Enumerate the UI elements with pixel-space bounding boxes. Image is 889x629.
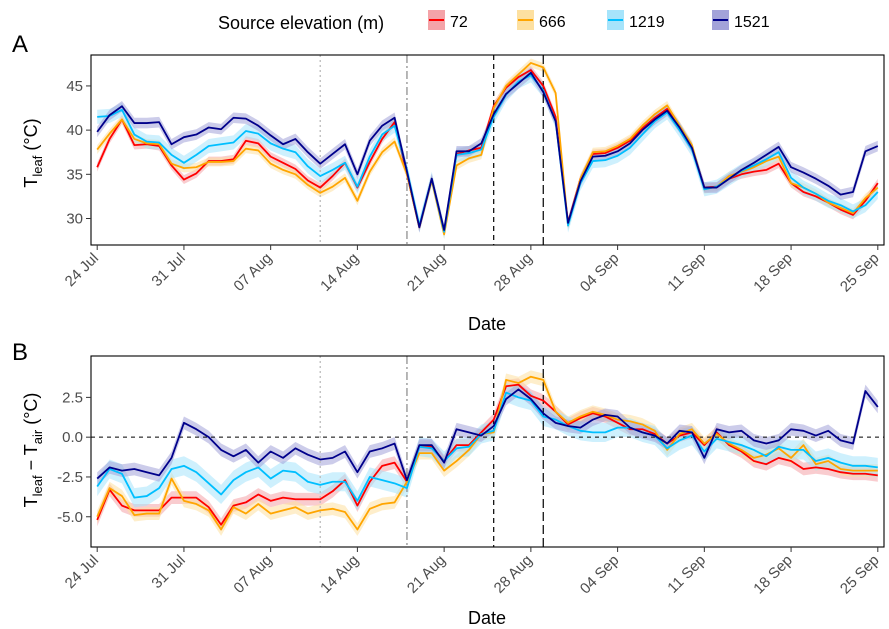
panel-a-y-axis-label: Tleaf (°C) [21, 118, 45, 187]
panel-b-xtick-label: 21 Aug [404, 552, 449, 597]
panel-b-ytick-label: 0.0 [62, 429, 83, 446]
panel-a-plot: 30 35 40 45 24 Jul 31 Jul 07 Aug 14 Aug 21 Aug 28… [62, 54, 885, 296]
panel-a-xtick-label: 28 Aug [491, 250, 536, 295]
panel-a-y-axis-label-sub: leaf [30, 155, 45, 176]
panel-a-xtick-label: 14 Aug [317, 250, 362, 295]
panel-b-y-axis-label: Tleaf − Tair (°C) [21, 393, 45, 508]
panel-b-xtick-label: 11 Sep [664, 552, 709, 597]
panel-a-label: A [12, 31, 28, 58]
panel-a-y-axis-label-unit: (°C) [21, 118, 41, 155]
panel-b-ribbon-1219 [97, 383, 878, 511]
panel-a-xtick-label: 24 Jul [62, 250, 102, 290]
panel-b-xtick-label: 07 Aug [230, 552, 275, 597]
panel-b-y-axis-label-unit: (°C) [21, 393, 41, 430]
panel-a-ytick-label: 45 [66, 78, 83, 95]
panel-b-y-axis-label-sub2: air [30, 429, 45, 444]
panel-b-series-72 [96, 383, 878, 526]
legend-label-666: 666 [539, 14, 566, 31]
panel-b-series-1219 [96, 391, 878, 502]
panel-a-xtick-label: 31 Jul [148, 250, 188, 290]
legend: Source elevation (m) 72 666 1219 1521 [218, 10, 770, 33]
legend-label-1219: 1219 [629, 14, 665, 31]
panel-a-series-1219 [97, 74, 879, 233]
legend-title: Source elevation (m) [218, 13, 384, 33]
panel-a-ytick-label: 40 [66, 122, 83, 139]
legend-label-1521: 1521 [734, 14, 770, 31]
panel-b-plot: -5.0 -2.5 0.0 2.5 24 Jul 31 Jul 07 Aug 14 Aug 21… [57, 355, 885, 598]
panel-a-xtick-label: 07 Aug [230, 250, 275, 295]
panel-b-xtick-label: 28 Aug [491, 552, 536, 597]
panel-a-xtick-label: 21 Aug [404, 250, 449, 295]
panel-b-frame [90, 355, 885, 548]
panel-b-xtick-label: 25 Sep [837, 552, 883, 598]
panel-a-xtick-label: 25 Sep [837, 250, 883, 296]
panel-b-series-1521 [96, 388, 879, 482]
panel-b-xtick-label: 18 Sep [750, 552, 796, 598]
panel-a-frame [90, 54, 885, 246]
panel-a-ytick-label: 35 [66, 166, 83, 183]
panel-b-xtick-label: 31 Jul [148, 552, 188, 592]
panel-b-ribbon-72 [97, 378, 878, 532]
legend-label-72: 72 [450, 14, 468, 31]
panel-b-y-axis-label-main: T [21, 496, 41, 507]
panel-b-xtick-label: 24 Jul [62, 552, 102, 592]
panel-a-xtick-label: 18 Sep [750, 250, 796, 296]
legend-keys: 72 666 1219 1521 [428, 10, 770, 31]
panel-a-xtick-label: 11 Sep [664, 250, 709, 295]
panel-a-y-axis-label-main: T [21, 177, 41, 188]
panel-b-ytick-label: 2.5 [62, 389, 83, 406]
panel-a: A 30 35 40 45 24 Jul 31 Jul 07 Aug 14 Aug 21 Aug… [12, 31, 885, 334]
panel-a-xtick-label: 04 Sep [577, 250, 623, 296]
panel-a-series-1521 [96, 71, 879, 231]
panel-b: B -5.0 -2.5 0.0 2.5 24 Jul 31 Jul 07 Aug 14 Aug… [12, 339, 885, 628]
panel-b-xtick-label: 14 Aug [317, 552, 362, 597]
panel-b-x-axis-label: Date [468, 608, 506, 628]
panel-b-ribbon-1521 [97, 383, 878, 487]
panel-a-x-axis-label: Date [468, 314, 506, 334]
panel-b-ytick-label: -5.0 [57, 509, 83, 526]
panel-a-ytick-label: 30 [66, 210, 83, 227]
panel-b-label: B [12, 339, 28, 366]
panel-b-y-axis-label-sub: leaf [30, 475, 45, 496]
panel-b-ytick-label: -2.5 [57, 469, 83, 486]
panel-a-ribbon-666 [97, 58, 878, 239]
panel-b-xtick-label: 04 Sep [577, 552, 623, 598]
panel-b-y-axis-label-mid: − T [21, 444, 41, 475]
